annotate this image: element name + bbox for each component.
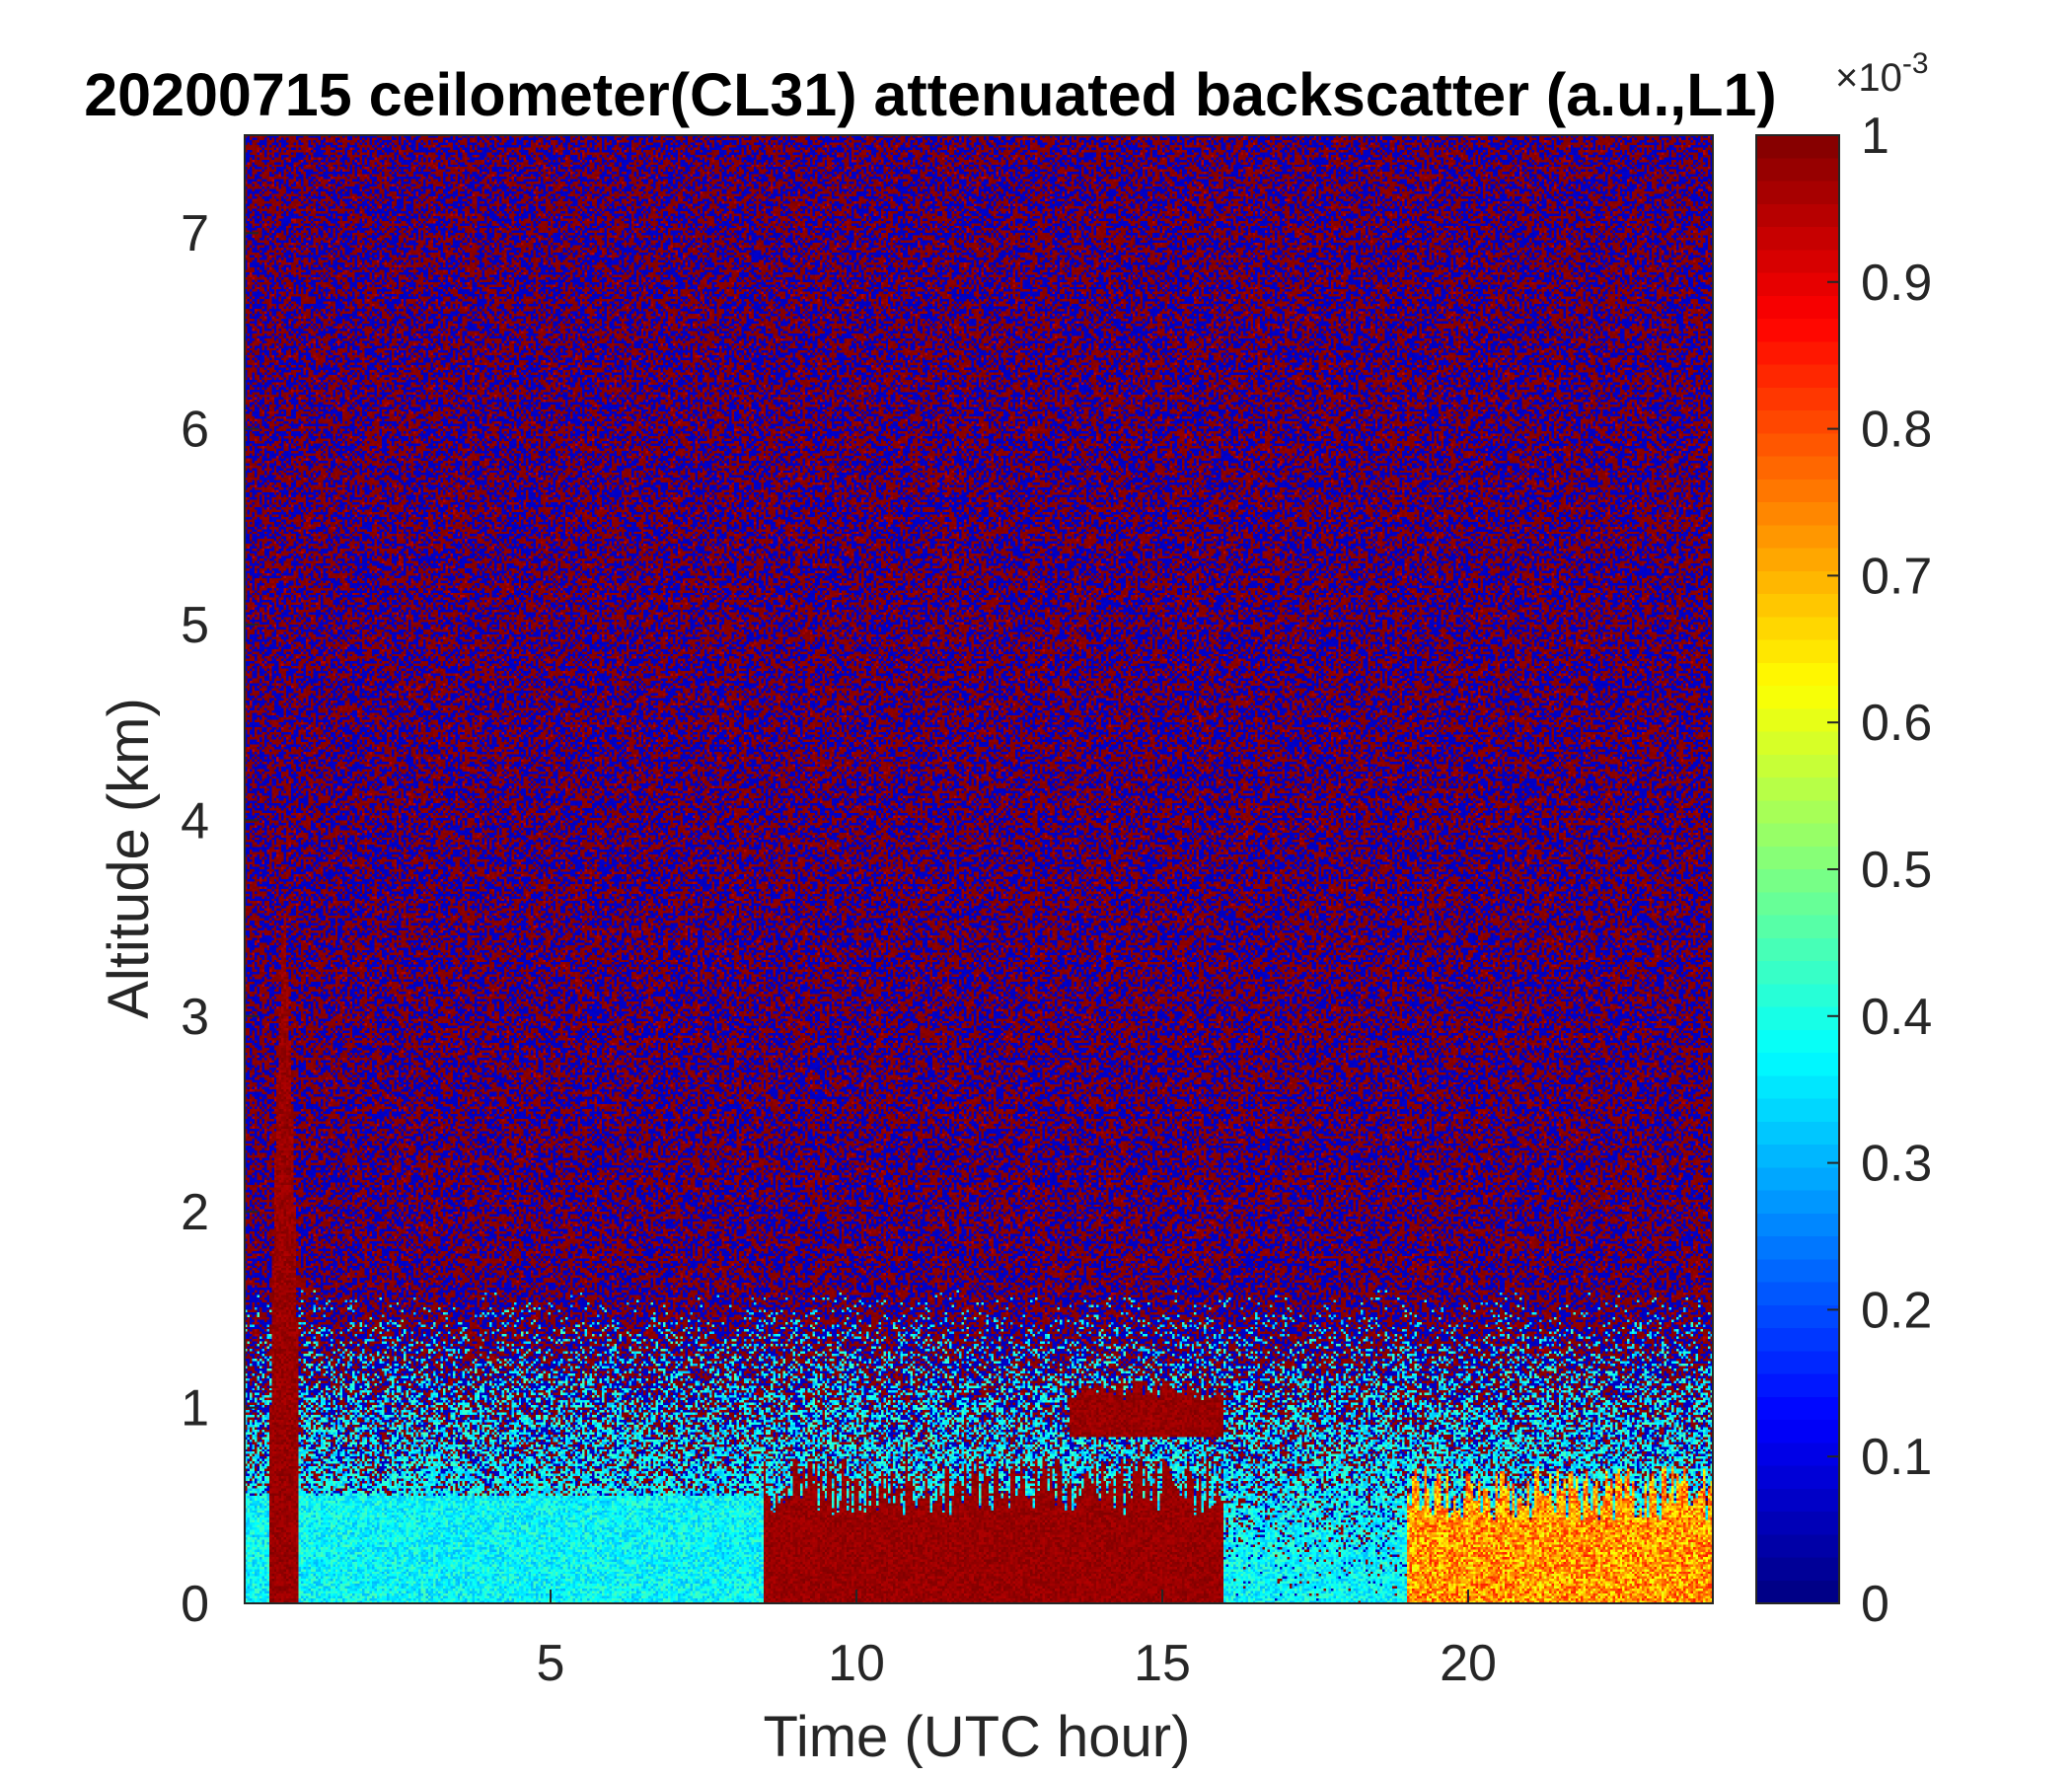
y-axis: 0 1 2 3 4 5 6 7 (181, 205, 259, 1633)
x-tick-label: 5 (537, 1635, 565, 1692)
colorbar-tick-label: 0.4 (1861, 989, 1932, 1046)
x-axis: 5 10 15 20 (537, 1590, 1497, 1692)
colorbar-tick-label: 1 (1861, 108, 1889, 165)
colorbar-tick-label: 0.9 (1861, 255, 1932, 312)
colorbar-tick-label: 0.2 (1861, 1282, 1932, 1339)
y-tick-label: 0 (181, 1576, 209, 1633)
colorbar-tick-label: 0.6 (1861, 695, 1932, 752)
colorbar-ticks: 0 0.1 0.2 0.3 0.4 0.5 0.6 0.7 0.8 0.9 1 (1827, 108, 1932, 1633)
x-tick-label: 20 (1440, 1635, 1497, 1692)
y-tick-label: 3 (181, 989, 209, 1046)
plot-area (245, 135, 1713, 1603)
y-axis-label: Altitude (km) (97, 698, 161, 1019)
y-tick-label: 5 (181, 597, 209, 654)
colorbar-tick-label: 0 (1861, 1576, 1889, 1633)
colorbar-tick-label: 0.7 (1861, 548, 1932, 605)
colorbar-tick-label: 0.5 (1861, 842, 1932, 899)
colorbar-tick-label: 0.8 (1861, 402, 1932, 459)
colorbar-exponent: ×10-3 (1835, 47, 1929, 100)
y-tick-label: 2 (181, 1184, 209, 1241)
colorbar-tick-label: 0.3 (1861, 1136, 1932, 1193)
heatmap-image (245, 135, 1713, 1603)
y-tick-label: 7 (181, 205, 209, 262)
plot-frame (244, 134, 1714, 1604)
colorbar-tick-label: 0.1 (1861, 1429, 1932, 1486)
x-tick-label: 10 (828, 1635, 885, 1692)
chart-title: 20200715 ceilometer(CL31) attenuated bac… (84, 61, 1777, 128)
colorbar-gradient (1756, 135, 1839, 1603)
x-axis-label: Time (UTC hour) (764, 1705, 1191, 1769)
colorbar: 0 0.1 0.2 0.3 0.4 0.5 0.6 0.7 0.8 0.9 1 ×10-3 (1755, 47, 1932, 1633)
y-tick-label: 4 (181, 792, 209, 850)
x-tick-label: 15 (1134, 1635, 1191, 1692)
y-tick-label: 6 (181, 402, 209, 459)
y-tick-label: 1 (181, 1380, 209, 1438)
